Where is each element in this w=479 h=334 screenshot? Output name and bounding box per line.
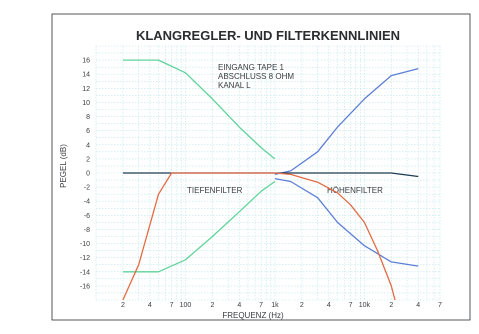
y-tick-label: -4: [84, 199, 90, 206]
annotation-lowpass: TIEFENFILTER: [187, 186, 243, 195]
y-tick-label: 6: [86, 128, 90, 135]
y-tick-label: -2: [84, 185, 90, 192]
x-tick-layer: 2 4 7 100 2 4 7 1k 2 4 7 10k 2 4 7: [121, 302, 442, 309]
x-tick-label: 4: [237, 302, 241, 309]
y-tick-label: 10: [82, 100, 90, 107]
x-tick-label: 7: [438, 302, 442, 309]
x-tick-label: 2: [210, 302, 214, 309]
y-tick-label: 16: [82, 58, 90, 65]
y-tick-label: -8: [84, 227, 90, 234]
series-line-3: [274, 177, 419, 267]
note-channel: KANAL L: [218, 81, 251, 90]
note-input: EINGANG TAPE 1: [218, 63, 284, 72]
x-tick-label: 7: [349, 302, 353, 309]
y-axis-label: PEGEL (dB): [59, 144, 68, 188]
y-tick-layer: 16 14 12 10 8 6 4 2 0 -2 -4 -6 -8 -10 -12 -14 -16: [80, 58, 90, 291]
y-tick-label: 0: [86, 171, 90, 178]
y-tick-label: 4: [86, 142, 90, 149]
series-layer: [122, 59, 419, 301]
x-tick-label: 4: [148, 302, 152, 309]
x-tick-label: 100: [180, 302, 192, 309]
figure-frame: [51, 13, 471, 321]
series-line-5: [122, 172, 396, 301]
x-tick-label: 4: [327, 302, 331, 309]
y-tick-label: 2: [86, 156, 90, 163]
x-tick-label: 2: [389, 302, 393, 309]
y-tick-label: 14: [82, 72, 90, 79]
y-tick-label: -14: [80, 269, 90, 276]
annotation-highpass: HÖHENFILTER: [327, 186, 383, 195]
x-tick-label: 2: [300, 302, 304, 309]
x-tick-label: 4: [416, 302, 420, 309]
y-tick-label: 12: [82, 86, 90, 93]
y-tick-label: -12: [80, 255, 90, 262]
x-tick-label: 1k: [271, 302, 279, 309]
x-tick-label: 7: [259, 302, 263, 309]
series-line-0: [122, 59, 276, 160]
note-termination: ABSCHLUSS 8 OHM: [218, 72, 294, 81]
y-tick-label: -16: [80, 283, 90, 290]
series-line-2: [274, 67, 419, 176]
x-tick-label: 7: [170, 302, 174, 309]
chart-title: KLANGREGLER- UND FILTERKENNLINIEN: [136, 28, 400, 43]
y-tick-label: -6: [84, 213, 90, 220]
y-tick-label: 8: [86, 114, 90, 121]
series-line-1: [122, 180, 276, 273]
y-tick-label: -10: [80, 241, 90, 248]
x-tick-label: 10k: [359, 302, 371, 309]
x-axis-label: FREQUENZ (Hz): [222, 311, 284, 320]
x-tick-label: 2: [121, 302, 125, 309]
